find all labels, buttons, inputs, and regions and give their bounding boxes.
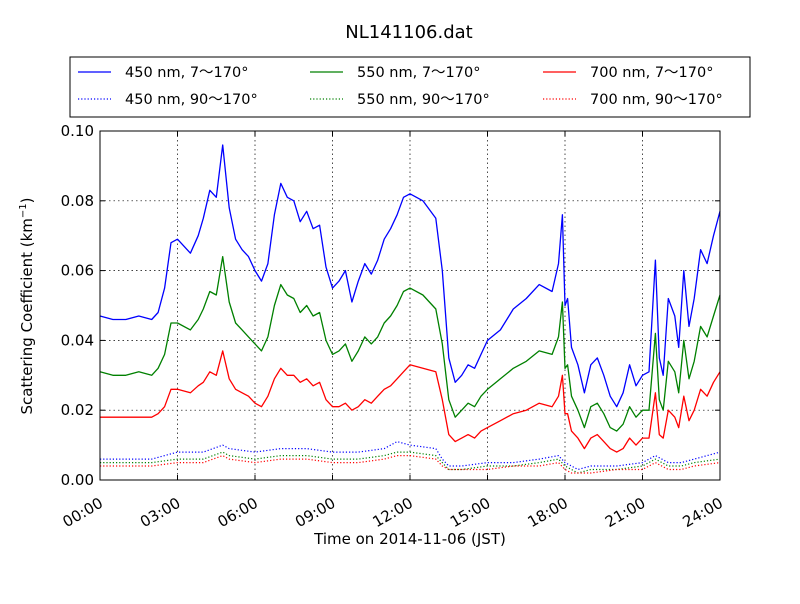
legend-entry: 450 nm, 7～170° <box>78 65 248 81</box>
series-line-1 <box>99 144 721 408</box>
legend-entry: 700 nm, 7～170° <box>543 65 713 81</box>
legend-label: 700 nm, 90～170° <box>590 92 723 108</box>
legend-entry: 700 nm, 90～170° <box>543 92 723 108</box>
y-tick-label: 0.02 <box>61 401 94 419</box>
legend-entry: 550 nm, 7～170° <box>310 65 480 81</box>
y-axis-label-sup: −1 <box>18 203 29 218</box>
y-tick-labels: 0.00 0.02 0.04 0.06 0.08 0.10 <box>61 122 94 489</box>
y-tick-label: 0.04 <box>61 331 94 349</box>
legend-items: 450 nm, 7～170° 550 nm, 7～170° 700 nm, 7～17… <box>78 65 723 108</box>
y-tick-label: 0.10 <box>61 122 94 140</box>
legend: 450 nm, 7～170° 550 nm, 7～170° 700 nm, 7～17… <box>69 56 751 118</box>
x-tick-label: 09:00 <box>292 494 338 531</box>
y-tick-label: 0.06 <box>61 262 94 280</box>
y-tick-label: 0.08 <box>61 192 94 210</box>
y-tick-label: 0.00 <box>61 471 94 489</box>
legend-label: 550 nm, 7～170° <box>357 65 480 81</box>
axis-ticks <box>99 130 721 481</box>
chart-title: NL141106.dat <box>345 22 472 43</box>
y-axis-label: Scattering Coefficient (km−1) <box>18 197 36 414</box>
legend-entry: 550 nm, 90～170° <box>310 92 490 108</box>
y-axis-label-main: Scattering Coefficient (km <box>18 218 36 414</box>
series-line-4 <box>100 441 721 471</box>
x-tick-labels: 00:00 03:00 06:00 09:00 12:00 15:00 18:00 21:00… <box>60 494 726 531</box>
x-tick-label: 03:00 <box>137 494 183 531</box>
x-tick-label: 21:00 <box>602 494 648 531</box>
x-tick-label: 15:00 <box>447 494 493 531</box>
legend-label: 550 nm, 90～170° <box>357 92 490 108</box>
x-tick-label: 12:00 <box>370 494 416 531</box>
plot-frame <box>100 131 720 480</box>
series-line-3 <box>100 350 721 453</box>
x-tick-label: 18:00 <box>525 494 571 531</box>
x-axis-label: Time on 2014-11-06 (JST) <box>313 530 506 548</box>
x-tick-label: 24:00 <box>680 494 726 531</box>
series-lines <box>99 144 721 474</box>
legend-label: 700 nm, 7～170° <box>590 65 713 81</box>
series-line-2 <box>99 255 721 432</box>
legend-label: 450 nm, 90～170° <box>125 92 258 108</box>
x-tick-label: 06:00 <box>215 494 261 531</box>
legend-frame <box>69 56 751 118</box>
plot-area <box>99 130 721 481</box>
y-axis-label-close: ) <box>18 197 36 203</box>
legend-label: 450 nm, 7～170° <box>125 65 248 81</box>
series-line-6 <box>100 455 721 474</box>
legend-entry: 450 nm, 90～170° <box>78 92 258 108</box>
x-tick-label: 00:00 <box>60 494 106 531</box>
